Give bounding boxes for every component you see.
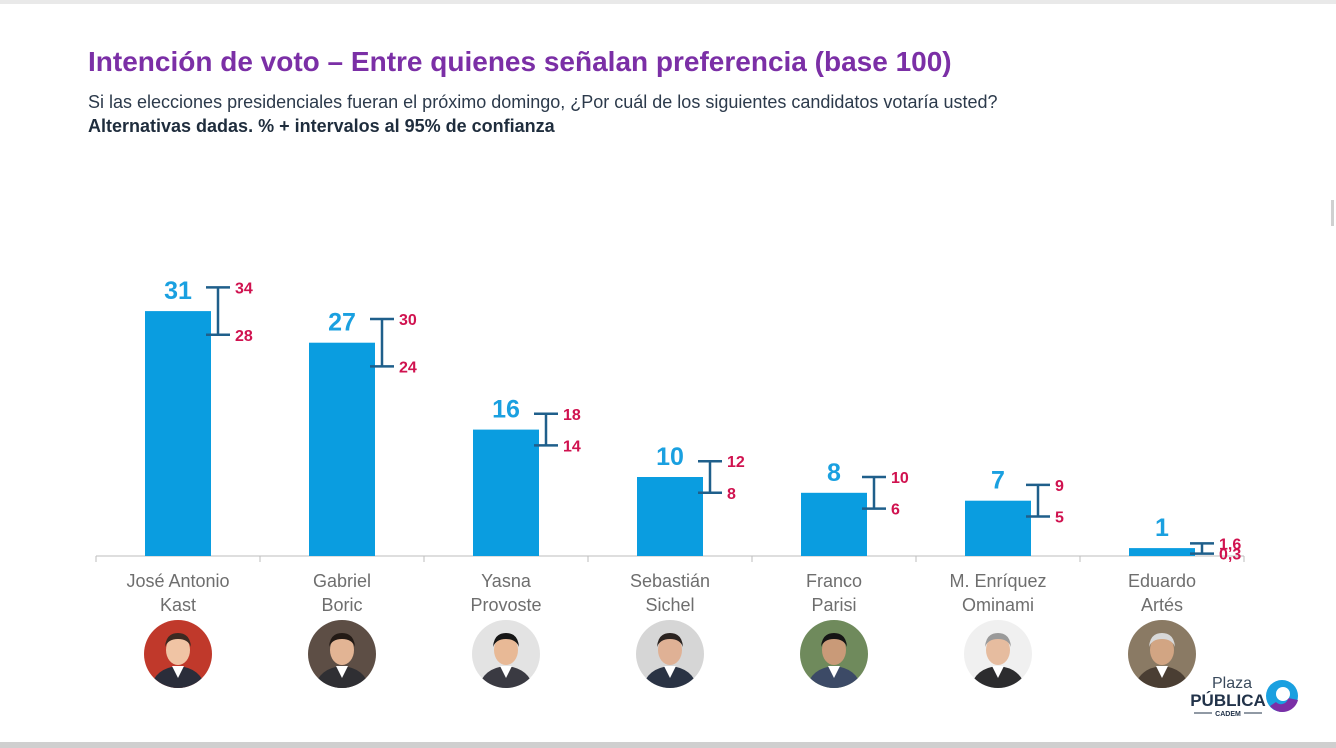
ci-high-label-1: 30 — [399, 312, 417, 329]
scrollbar-thumb[interactable] — [1331, 200, 1334, 226]
candidate-photo-sichel — [636, 620, 704, 688]
bar-1 — [309, 342, 375, 556]
candidate-photo-artes — [1128, 620, 1196, 688]
plaza-publica-logo: Plaza PÚBLICA CADEM — [1190, 675, 1298, 718]
logo-text-plaza: Plaza — [1212, 675, 1252, 692]
candidate-photo-boric — [308, 620, 376, 688]
ci-low-label-5: 5 — [1055, 510, 1064, 527]
value-label-3: 10 — [656, 443, 684, 471]
ci-high-label-3: 12 — [727, 454, 745, 471]
category-label-5-0: M. Enríquez — [949, 571, 1046, 591]
category-label-1-0: Gabriel — [313, 571, 371, 591]
ci-high-label-4: 10 — [891, 470, 909, 487]
category-label-2-1: Provoste — [470, 595, 541, 615]
ci-high-label-6: 1,6 — [1219, 536, 1241, 553]
ci-high-label-5: 9 — [1055, 478, 1064, 495]
bottom-frame-border — [0, 742, 1336, 748]
category-label-4-1: Parisi — [811, 595, 856, 615]
value-label-2: 16 — [492, 396, 520, 424]
value-label-1: 27 — [328, 309, 356, 337]
category-label-6-0: Eduardo — [1128, 571, 1196, 591]
category-label-2-0: Yasna — [481, 571, 532, 591]
bar-2 — [473, 429, 539, 556]
category-label-5-1: Ominami — [962, 595, 1034, 615]
value-label-5: 7 — [991, 467, 1005, 495]
category-label-0-1: Kast — [160, 595, 196, 615]
candidate-photo-enriquez-ominami — [964, 620, 1032, 688]
bar-0 — [145, 311, 211, 556]
top-frame-border — [0, 0, 1336, 4]
candidate-photo-kast — [144, 620, 212, 688]
ci-low-label-6: 0,3 — [1219, 547, 1241, 564]
question-subtitle: Si las elecciones presidenciales fueran … — [88, 92, 998, 112]
plaza-publica-logo-icon — [1266, 680, 1298, 713]
logo-text-cadem: CADEM — [1215, 711, 1241, 718]
bar-5 — [965, 500, 1031, 556]
category-label-3-0: Sebastián — [630, 571, 710, 591]
logo-text-publica: PÚBLICA — [1190, 691, 1266, 710]
method-note: Alternativas dadas. % + intervalos al 95… — [88, 116, 555, 136]
ci-high-label-2: 18 — [563, 407, 581, 424]
ci-low-label-0: 28 — [235, 328, 253, 345]
value-label-4: 8 — [827, 459, 841, 487]
bar-6 — [1129, 548, 1195, 556]
candidate-photo-provoste — [472, 620, 540, 688]
page-title: Intención de voto – Entre quienes señala… — [88, 46, 952, 77]
bar-4 — [801, 492, 867, 556]
ci-low-label-3: 8 — [727, 486, 736, 503]
category-label-4-0: Franco — [806, 571, 862, 591]
ci-low-label-2: 14 — [563, 438, 581, 455]
category-label-1-1: Boric — [321, 595, 362, 615]
candidate-photo-parisi — [800, 620, 868, 688]
value-label-6: 1 — [1155, 514, 1169, 542]
category-label-6-1: Artés — [1141, 595, 1183, 615]
category-label-0-0: José Antonio — [126, 571, 229, 591]
ci-high-label-0: 34 — [235, 280, 253, 297]
bar-3 — [637, 477, 703, 556]
category-label-3-1: Sichel — [645, 595, 694, 615]
ci-low-label-1: 24 — [399, 359, 417, 376]
value-label-0: 31 — [164, 277, 192, 305]
ci-low-label-4: 6 — [891, 502, 900, 519]
